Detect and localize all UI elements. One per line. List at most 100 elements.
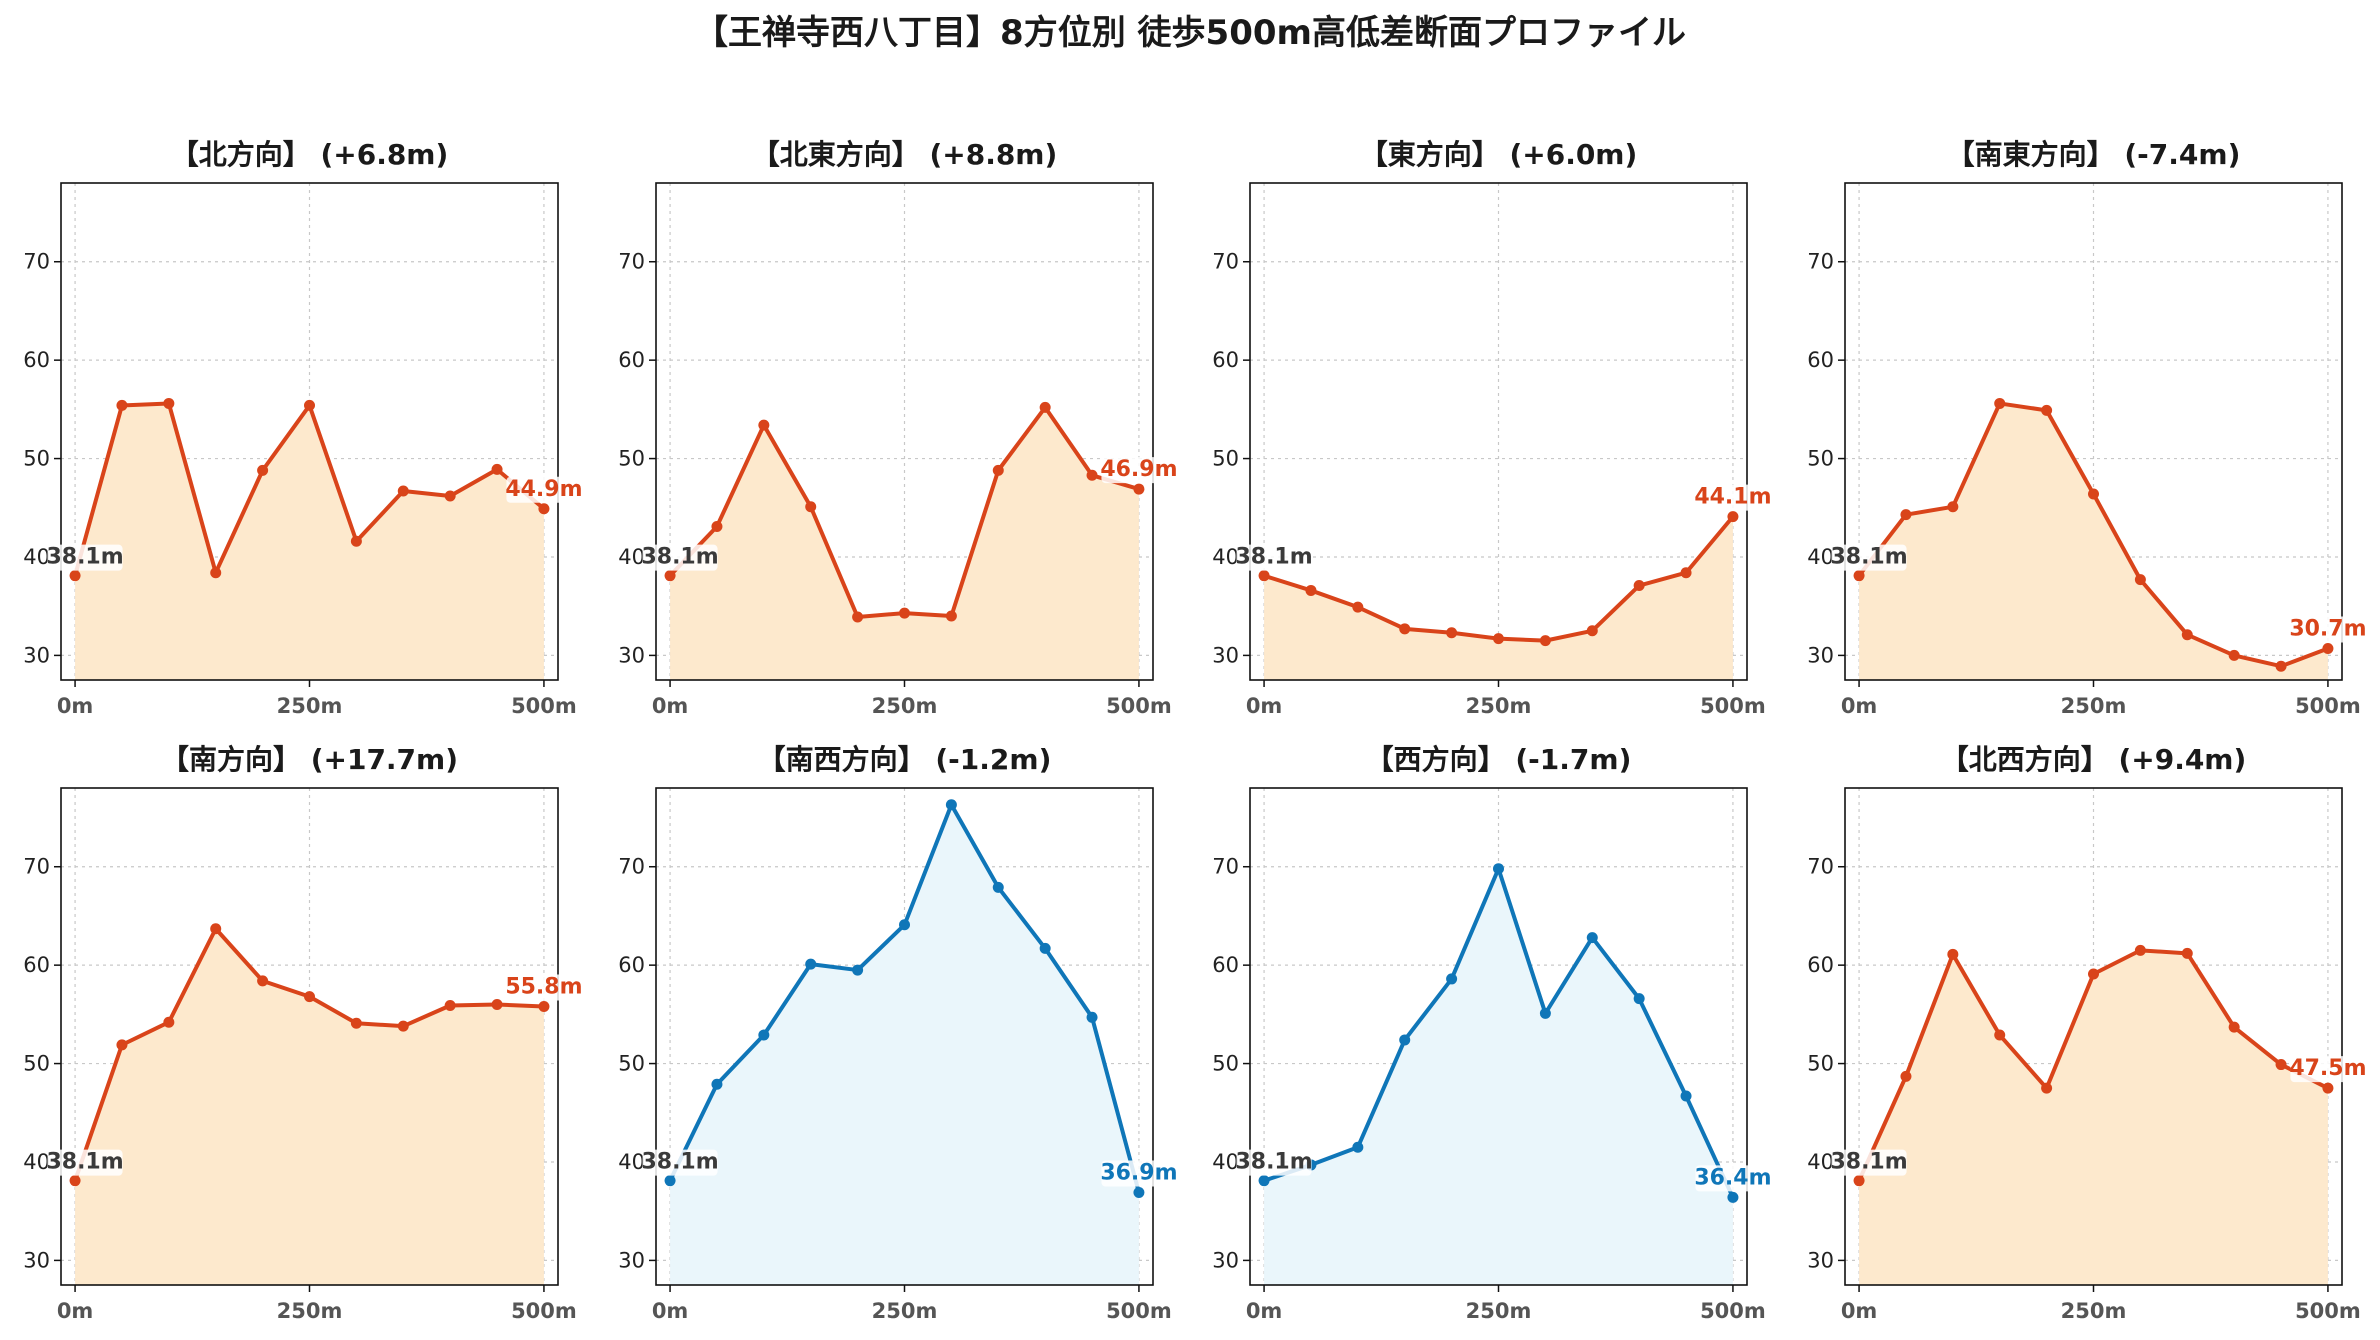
start-elevation-label-bg [642, 1149, 718, 1176]
x-tick-label: 250m [2061, 1299, 2127, 1323]
data-point [1305, 584, 1317, 596]
start-elevation-label-text: 38.1m [1235, 545, 1312, 570]
data-point [758, 419, 770, 431]
data-point [163, 397, 175, 409]
end-elevation-label-text: 44.9m [505, 477, 582, 502]
end-elevation-label-text: 55.8m [505, 974, 582, 999]
y-tick-label: 30 [1807, 643, 1834, 667]
data-point [2041, 1082, 2053, 1094]
x-tick-label: 500m [1700, 694, 1766, 718]
x-tick-label: 250m [1466, 694, 1532, 718]
y-tick-label: 40 [23, 545, 50, 569]
data-point [805, 501, 817, 513]
end-elevation-label-text: 46.9m [1100, 457, 1177, 482]
figure-title: 【王禅寺西八丁目】8方位別 徒歩500m高低差断面プロファイル [694, 13, 1686, 53]
y-tick-label: 40 [1212, 545, 1239, 569]
end-elevation-label-text: 47.5m [2289, 1056, 2366, 1081]
data-point [1539, 635, 1551, 647]
data-point [1853, 1175, 1865, 1187]
y-tick-label: 60 [618, 348, 645, 372]
y-tick-label: 50 [23, 1052, 50, 1076]
y-tick-label: 60 [1807, 348, 1834, 372]
data-point [1633, 580, 1645, 592]
panel-title: 【南西方向】 (-1.2m) [758, 743, 1052, 776]
start-elevation-label: 38.1m [1830, 544, 1908, 571]
x-tick-label: 500m [1700, 1299, 1766, 1323]
y-tick-label: 70 [23, 250, 50, 274]
data-point [1947, 501, 1959, 513]
data-point [945, 610, 957, 622]
data-point [1039, 401, 1051, 413]
start-elevation-label-bg [1236, 1149, 1312, 1176]
start-elevation-label: 38.1m [641, 544, 719, 571]
data-point [992, 881, 1004, 893]
data-point [257, 975, 269, 987]
x-tick-label: 500m [1106, 694, 1172, 718]
y-tick-label: 50 [1807, 1052, 1834, 1076]
end-elevation-label-bg [1695, 1165, 1771, 1192]
start-elevation-label-bg [47, 544, 123, 571]
x-tick-label: 0m [57, 1299, 94, 1323]
start-elevation-label-text: 38.1m [46, 545, 123, 570]
x-tick-label: 0m [57, 694, 94, 718]
data-point [1900, 1070, 1912, 1082]
end-elevation-label: 44.1m [1694, 484, 1772, 511]
data-point [945, 799, 957, 811]
start-elevation-label: 38.1m [1235, 544, 1313, 571]
y-tick-label: 40 [1807, 545, 1834, 569]
start-elevation-label: 38.1m [1235, 1149, 1313, 1176]
y-tick-label: 30 [618, 1248, 645, 1272]
start-elevation-label: 38.1m [46, 1149, 124, 1176]
end-elevation-label-bg [1101, 1160, 1177, 1187]
start-elevation-label-bg [642, 544, 718, 571]
elevation-panel-2: 【東方向】 (+6.0m) 30 40 50 60 70 0m 250m 500m 38.1m 44… [1212, 138, 1771, 718]
y-tick-label: 30 [23, 643, 50, 667]
y-tick-label: 60 [1212, 953, 1239, 977]
data-point [210, 567, 222, 579]
data-point [491, 999, 503, 1011]
y-tick-label: 60 [1212, 348, 1239, 372]
data-point [538, 1000, 550, 1012]
start-elevation-label: 38.1m [46, 544, 124, 571]
data-point [1680, 1090, 1692, 1102]
end-elevation-label-text: 30.7m [2289, 617, 2366, 642]
x-tick-label: 500m [2295, 694, 2361, 718]
data-point [1446, 973, 1458, 985]
end-elevation-label-bg [1695, 484, 1771, 511]
area-fill [1859, 403, 2328, 680]
x-tick-label: 250m [277, 694, 343, 718]
elevation-panel-5: 【南西方向】 (-1.2m) 30 40 50 60 70 0m 250m 500m 38.1m 3… [618, 743, 1177, 1323]
panel-title: 【北東方向】 (+8.8m) [752, 138, 1058, 171]
end-elevation-label: 44.9m [505, 476, 583, 503]
data-point [1493, 633, 1504, 645]
data-point [805, 958, 817, 970]
x-tick-label: 250m [277, 1299, 343, 1323]
x-tick-label: 0m [652, 1299, 689, 1323]
data-point [899, 919, 910, 931]
end-elevation-label-bg [2290, 1056, 2366, 1083]
data-point [397, 1020, 409, 1032]
area-fill [670, 407, 1139, 680]
start-elevation-label: 38.1m [1830, 1149, 1908, 1176]
data-point [1853, 570, 1865, 582]
area-fill [1264, 516, 1733, 680]
data-point [2275, 1059, 2287, 1071]
elevation-panel-0: 【北方向】 (+6.8m) 30 40 50 60 70 0m 250m 500m 38.1m 44… [23, 138, 582, 718]
y-tick-label: 30 [23, 1248, 50, 1272]
data-point [2322, 1082, 2334, 1094]
area-fill [1859, 950, 2328, 1285]
x-tick-label: 0m [652, 694, 689, 718]
end-elevation-label: 30.7m [2289, 616, 2367, 643]
data-point [1086, 1011, 1098, 1023]
data-point [1994, 1029, 2006, 1041]
data-point [1586, 625, 1598, 637]
y-tick-label: 40 [1807, 1150, 1834, 1174]
data-point [2134, 944, 2146, 956]
y-tick-label: 70 [1212, 855, 1239, 879]
y-tick-label: 40 [1212, 1150, 1239, 1174]
data-point [1086, 469, 1098, 481]
data-point [1352, 1141, 1364, 1153]
start-elevation-label-bg [1831, 544, 1907, 571]
elevation-panel-1: 【北東方向】 (+8.8m) 30 40 50 60 70 0m 250m 500m 38.1m 4… [618, 138, 1177, 718]
